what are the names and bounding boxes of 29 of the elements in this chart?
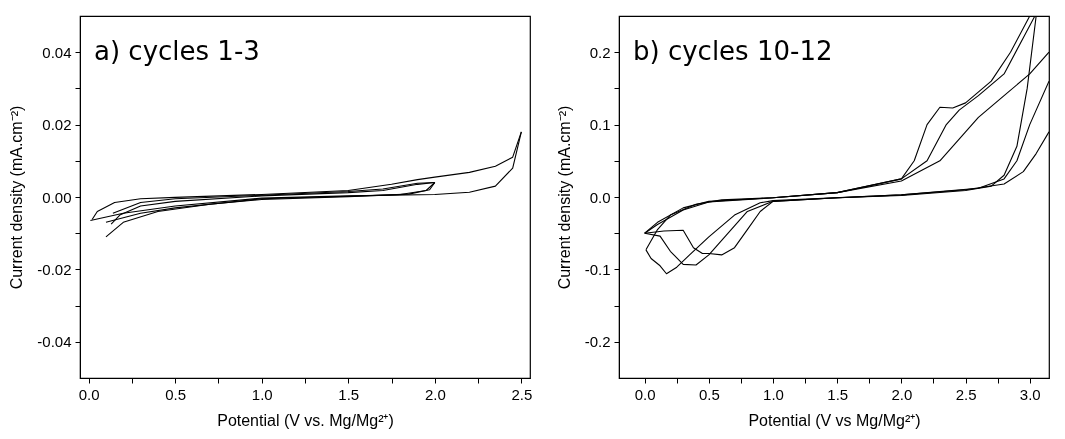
- x-tick-label: 2.5: [955, 385, 977, 403]
- y-tick-label: -0.02: [37, 260, 72, 278]
- x-axis-title: Potential (V vs Mg/Mg²⁺): [748, 411, 921, 429]
- y-tick-label: -0.1: [584, 260, 611, 278]
- y-tick-label: -0.04: [37, 333, 72, 351]
- x-tick-label: 1.0: [251, 385, 273, 403]
- x-tick-label: 1.5: [827, 385, 849, 403]
- y-tick-label: 0.2: [589, 43, 611, 61]
- x-tick-label: 2.0: [891, 385, 913, 403]
- y-axis-title: Current density (mA.cm⁻²): [8, 105, 26, 290]
- x-tick-label: 0.5: [165, 385, 187, 403]
- x-tick-label: 3.0: [1019, 385, 1041, 403]
- annotation: a) cycles 1-3: [94, 36, 260, 66]
- y-tick-label: -0.2: [584, 333, 611, 351]
- x-axis-title: Potential (V vs. Mg/Mg²⁺): [217, 411, 394, 429]
- y-axis-title: Current density (mA.cm⁻²): [555, 105, 573, 290]
- x-tick-label: 2.0: [424, 385, 446, 403]
- y-tick-label: 0.02: [42, 116, 72, 134]
- x-tick-label: 0.5: [698, 385, 720, 403]
- y-tick-label: 0.00: [42, 188, 72, 206]
- x-tick-label: 1.0: [763, 385, 784, 403]
- y-tick-label: 0.1: [589, 116, 611, 134]
- x-tick-label: 0.0: [634, 385, 656, 403]
- x-tick-label: 1.5: [338, 385, 360, 403]
- y-tick-label: 0.04: [42, 43, 72, 61]
- y-tick-label: 0.0: [589, 188, 611, 206]
- x-tick-label: 0.0: [78, 385, 100, 403]
- x-tick-label: 2.5: [511, 385, 533, 403]
- annotation: b) cycles 10-12: [633, 36, 833, 66]
